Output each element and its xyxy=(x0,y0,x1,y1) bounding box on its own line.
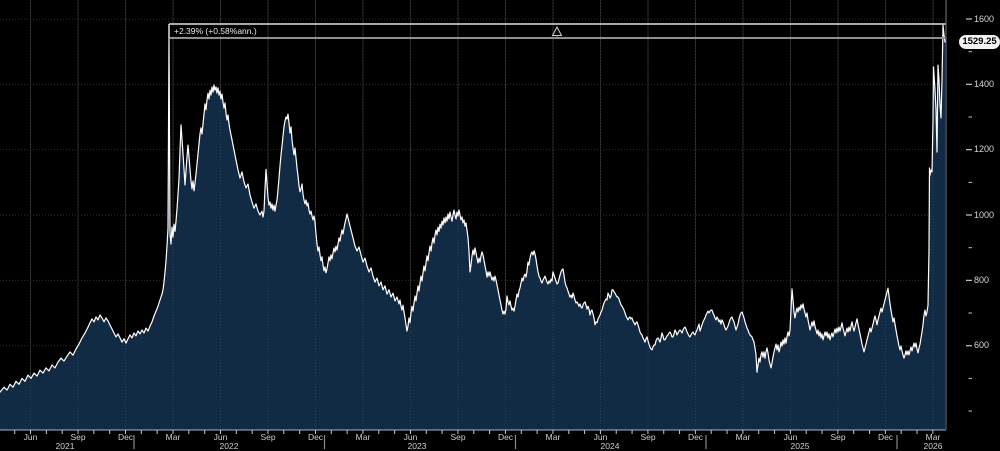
x-axis-month-label: Dec xyxy=(117,431,134,442)
x-axis-month-label: Mar xyxy=(545,431,561,442)
x-axis-month-label: Jun xyxy=(23,431,38,442)
y-axis-label: 600 xyxy=(974,340,990,351)
x-axis-month-label: Mar xyxy=(165,431,181,442)
y-axis-label: 1600 xyxy=(974,13,995,24)
x-axis-month-label: Jun xyxy=(783,431,798,442)
last-price-label: 1529.25 xyxy=(959,35,1000,50)
y-axis-label: 1400 xyxy=(974,78,995,89)
x-axis-year-label: 2022 xyxy=(219,440,239,451)
x-axis-month-label: Mar xyxy=(735,431,751,442)
x-axis-month-label: Sep xyxy=(450,431,466,442)
y-axis-label: 1000 xyxy=(974,209,995,220)
percent-change-annotation[interactable]: +2.39% (+0.58%ann.) xyxy=(171,25,260,36)
x-axis-month-label: Sep xyxy=(70,431,86,442)
x-axis-month-label: Dec xyxy=(497,431,514,442)
x-axis-month-label: Sep xyxy=(260,431,276,442)
x-axis-month-label: Jun xyxy=(213,431,228,442)
x-axis-month-label: Dec xyxy=(877,431,894,442)
x-axis-month-label: Dec xyxy=(307,431,324,442)
x-axis-month-label: Sep xyxy=(640,431,656,442)
x-axis-year-label: 2026 xyxy=(923,440,943,451)
x-axis-year-label: 2021 xyxy=(55,440,75,451)
x-axis-month-label: Sep xyxy=(830,431,846,442)
triangle-marker-icon xyxy=(551,25,563,36)
price-line xyxy=(0,24,946,393)
y-axis-label: 1200 xyxy=(974,144,995,155)
x-axis-month-label: Mar xyxy=(925,431,941,442)
x-axis-month-label: Dec xyxy=(687,431,704,442)
y-axis-label: 800 xyxy=(974,274,990,285)
area-fill xyxy=(0,25,945,430)
x-axis-year-label: 2023 xyxy=(407,440,427,451)
x-axis-year-label: 2025 xyxy=(790,440,810,451)
x-axis-month-label: Jun xyxy=(403,431,418,442)
x-axis-month-label: Jun xyxy=(593,431,608,442)
x-axis-year-label: 2024 xyxy=(600,440,620,451)
x-axis-month-label: Mar xyxy=(355,431,371,442)
